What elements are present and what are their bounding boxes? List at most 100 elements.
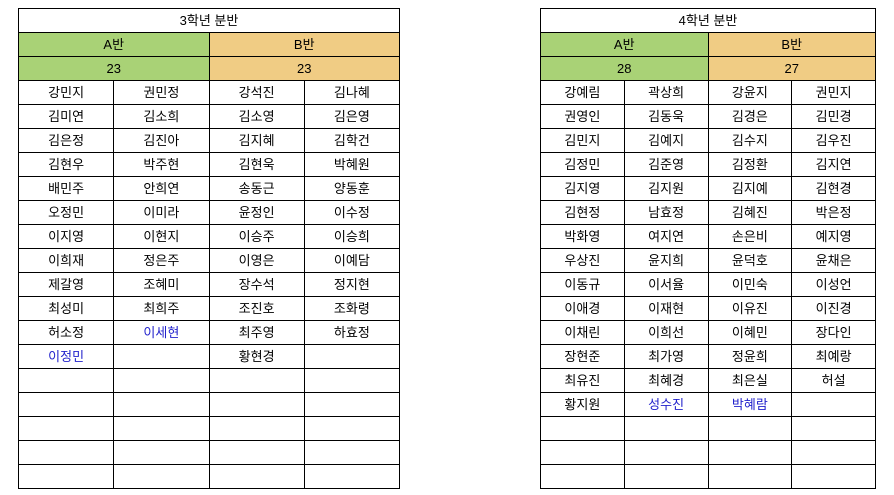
empty-cell[interactable] [208,416,305,441]
empty-cell[interactable] [113,464,210,489]
student-name-cell[interactable]: 김정민 [540,152,625,177]
student-name-cell[interactable]: 김동욱 [623,104,709,129]
student-name-cell[interactable]: 윤덕호 [707,248,793,273]
student-name-cell[interactable]: 김소희 [113,104,210,129]
student-name-cell[interactable]: 김현정 [540,200,625,225]
student-name-cell[interactable]: 김정환 [707,152,793,177]
empty-cell[interactable] [208,368,305,393]
student-name-cell[interactable]: 박혜람 [707,392,793,417]
student-name-cell[interactable]: 이서율 [623,272,709,297]
student-name-cell[interactable]: 황지원 [540,392,625,417]
student-name-cell[interactable]: 김학건 [303,128,401,153]
empty-cell[interactable] [113,392,210,417]
student-name-cell[interactable]: 정은주 [113,248,210,273]
student-name-cell[interactable]: 김지혜 [208,128,305,153]
student-name-cell[interactable]: 권민정 [113,80,210,105]
student-name-cell[interactable]: 조진호 [208,296,305,321]
empty-cell[interactable] [303,368,401,393]
student-name-cell[interactable]: 조혜미 [113,272,210,297]
empty-cell[interactable] [17,368,115,393]
student-name-cell[interactable]: 허설 [791,368,876,393]
student-name-cell[interactable]: 박주현 [113,152,210,177]
empty-cell[interactable] [303,440,401,465]
student-name-cell[interactable]: 이재현 [623,296,709,321]
empty-cell[interactable] [303,344,401,369]
empty-cell[interactable] [791,440,876,465]
student-name-cell[interactable]: 하효정 [303,320,401,345]
student-name-cell[interactable]: 정지현 [303,272,401,297]
empty-cell[interactable] [113,440,210,465]
student-name-cell[interactable]: 최희주 [113,296,210,321]
empty-cell[interactable] [623,416,709,441]
student-name-cell[interactable]: 최유진 [540,368,625,393]
student-name-cell[interactable]: 최혜경 [623,368,709,393]
student-name-cell[interactable]: 이진경 [791,296,876,321]
student-name-cell[interactable]: 윤채은 [791,248,876,273]
student-name-cell[interactable]: 성수진 [623,392,709,417]
student-name-cell[interactable]: 이현지 [113,224,210,249]
student-name-cell[interactable]: 조화령 [303,296,401,321]
student-name-cell[interactable]: 김경은 [707,104,793,129]
empty-cell[interactable] [540,440,625,465]
student-name-cell[interactable]: 김지원 [623,176,709,201]
student-name-cell[interactable]: 오정민 [17,200,115,225]
student-name-cell[interactable]: 강석진 [208,80,305,105]
student-name-cell[interactable]: 윤정인 [208,200,305,225]
student-name-cell[interactable]: 이예담 [303,248,401,273]
student-name-cell[interactable]: 윤지희 [623,248,709,273]
student-name-cell[interactable]: 손은비 [707,224,793,249]
student-name-cell[interactable]: 송동근 [208,176,305,201]
student-name-cell[interactable]: 이승주 [208,224,305,249]
student-name-cell[interactable]: 김은영 [303,104,401,129]
empty-cell[interactable] [208,464,305,489]
empty-cell[interactable] [623,440,709,465]
student-name-cell[interactable]: 장다인 [791,320,876,345]
student-name-cell[interactable]: 김수지 [707,128,793,153]
empty-cell[interactable] [540,464,625,489]
student-name-cell[interactable]: 박화영 [540,224,625,249]
empty-cell[interactable] [17,392,115,417]
student-name-cell[interactable]: 김은정 [17,128,115,153]
student-name-cell[interactable]: 이채린 [540,320,625,345]
student-name-cell[interactable]: 김혜진 [707,200,793,225]
student-name-cell[interactable]: 김현경 [791,176,876,201]
empty-cell[interactable] [707,464,793,489]
empty-cell[interactable] [791,464,876,489]
student-name-cell[interactable]: 강민지 [17,80,115,105]
student-name-cell[interactable]: 이세현 [113,320,210,345]
student-name-cell[interactable]: 황현경 [208,344,305,369]
student-name-cell[interactable]: 여지연 [623,224,709,249]
student-name-cell[interactable]: 이영은 [208,248,305,273]
student-name-cell[interactable]: 김예지 [623,128,709,153]
student-name-cell[interactable]: 배민주 [17,176,115,201]
empty-cell[interactable] [17,416,115,441]
student-name-cell[interactable]: 이애경 [540,296,625,321]
student-name-cell[interactable]: 강예림 [540,80,625,105]
student-name-cell[interactable]: 최성미 [17,296,115,321]
empty-cell[interactable] [17,464,115,489]
empty-cell[interactable] [17,440,115,465]
empty-cell[interactable] [303,464,401,489]
student-name-cell[interactable]: 장현준 [540,344,625,369]
student-name-cell[interactable]: 박혜원 [303,152,401,177]
student-name-cell[interactable]: 최가영 [623,344,709,369]
empty-cell[interactable] [707,440,793,465]
student-name-cell[interactable]: 제갈영 [17,272,115,297]
student-name-cell[interactable]: 이지영 [17,224,115,249]
student-name-cell[interactable]: 김현우 [17,152,115,177]
empty-cell[interactable] [113,416,210,441]
student-name-cell[interactable]: 이동규 [540,272,625,297]
student-name-cell[interactable]: 김미연 [17,104,115,129]
empty-cell[interactable] [623,464,709,489]
student-name-cell[interactable]: 양동훈 [303,176,401,201]
student-name-cell[interactable]: 예지영 [791,224,876,249]
student-name-cell[interactable]: 우상진 [540,248,625,273]
student-name-cell[interactable]: 이미라 [113,200,210,225]
student-name-cell[interactable]: 장수석 [208,272,305,297]
student-name-cell[interactable]: 권영인 [540,104,625,129]
student-name-cell[interactable]: 김현욱 [208,152,305,177]
empty-cell[interactable] [791,392,876,417]
empty-cell[interactable] [540,416,625,441]
student-name-cell[interactable]: 이승희 [303,224,401,249]
student-name-cell[interactable]: 김준영 [623,152,709,177]
